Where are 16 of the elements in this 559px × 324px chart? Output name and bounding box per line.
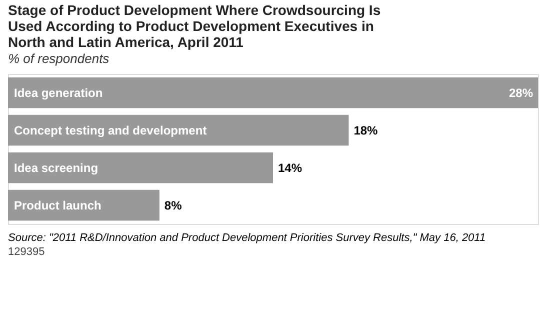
data-label: 14% [278,160,302,175]
bar [8,77,538,108]
data-label: 8% [164,198,182,212]
data-label: 28% [508,86,534,100]
chart-subtitle: % of respondents [8,51,110,66]
bar [8,114,349,146]
y-tick-label: Idea screening [14,160,98,175]
chart-title: Stage of Product Development Where Crowdsourcing Is Used According to Product Development Executives in North and Latin America, April 2011 [8,2,381,50]
y-tick-label: Concept testing and development [14,123,207,138]
y-tick-label: Idea generation [14,86,103,100]
bar [8,152,273,184]
bar [8,190,160,221]
y-tick-label: Product launch [14,198,102,212]
text: 129395 [8,246,45,258]
data-label: 18% [354,123,378,138]
source-note: Source: "2011 R&D/Innovation and Product Development Priorities Survey Results," May 16, 2011 [8,232,486,244]
